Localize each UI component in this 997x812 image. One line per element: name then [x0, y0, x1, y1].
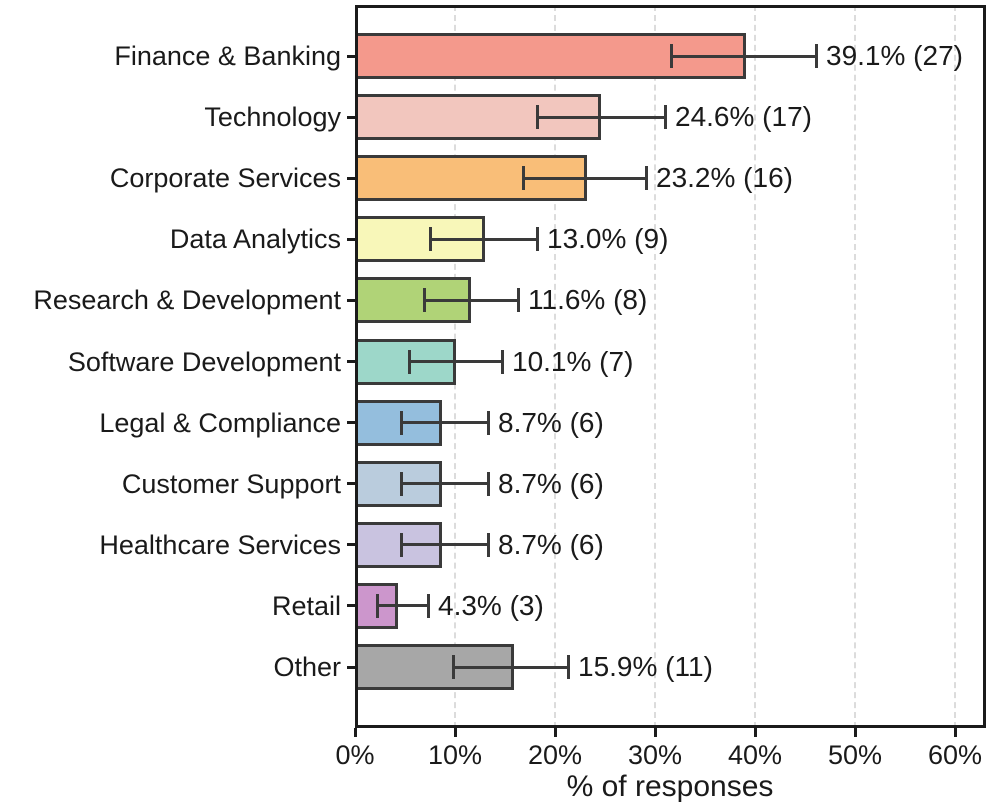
- error-cap-low: [428, 227, 432, 252]
- category-label: Customer Support: [121, 468, 341, 499]
- error-cap-high: [814, 44, 818, 68]
- x-tick-label: 0%: [335, 740, 375, 770]
- bar-value-label: 13.0% (9): [547, 223, 669, 255]
- error-bar: [424, 298, 518, 302]
- error-cap-high: [486, 410, 490, 435]
- bar-value-label: 15.9% (11): [578, 651, 713, 682]
- error-cap-high: [486, 471, 490, 496]
- x-tick-mark: [553, 728, 557, 737]
- y-tick-mark: [347, 665, 355, 669]
- gridline-20pct: [554, 5, 556, 728]
- x-tick-mark: [353, 728, 357, 737]
- y-tick-mark: [347, 115, 355, 119]
- error-cap-low: [669, 44, 673, 68]
- error-cap-low: [407, 349, 411, 374]
- x-tick-mark: [853, 728, 857, 737]
- error-bar: [430, 237, 537, 241]
- bar-value-label: 39.1% (27): [826, 40, 963, 71]
- y-tick-mark: [347, 298, 355, 302]
- x-tick-label: 50%: [827, 740, 883, 770]
- gridline-30pct: [654, 5, 656, 728]
- x-axis-title: % of responses: [566, 770, 774, 803]
- bar-value-label: 24.6% (17): [675, 101, 812, 133]
- y-tick-mark: [347, 604, 355, 608]
- y-tick-mark: [347, 421, 355, 425]
- error-bar: [453, 665, 568, 669]
- bar-value-label: 8.7% (6): [498, 406, 604, 438]
- error-cap-high: [644, 166, 648, 191]
- gridline-40pct: [754, 5, 756, 728]
- x-tick-mark: [753, 728, 757, 737]
- category-label: Software Development: [67, 346, 341, 377]
- x-tick-mark: [953, 728, 957, 737]
- error-cap-high: [663, 105, 667, 130]
- error-bar: [537, 115, 665, 119]
- bar-value-label: 4.3% (3): [438, 589, 544, 621]
- category-label: Corporate Services: [109, 163, 341, 194]
- y-tick-mark: [347, 176, 355, 180]
- category-label: Retail: [271, 590, 341, 621]
- x-tick-label: 30%: [627, 740, 683, 770]
- error-cap-low: [535, 105, 539, 130]
- y-tick-mark: [347, 237, 355, 241]
- bar-value-label: 11.6% (8): [528, 284, 648, 316]
- error-bar: [377, 604, 428, 608]
- error-bar: [671, 54, 816, 58]
- x-tick-label: 60%: [927, 740, 983, 770]
- x-tick-label: 10%: [427, 740, 483, 770]
- category-label: Technology: [204, 102, 341, 133]
- error-cap-high: [566, 655, 570, 679]
- error-cap-low: [521, 166, 525, 191]
- y-tick-mark: [347, 360, 355, 363]
- error-cap-high: [486, 532, 490, 557]
- error-cap-low: [399, 532, 403, 557]
- bar-value-label: 23.2% (16): [656, 162, 793, 194]
- category-label: Other: [273, 652, 341, 682]
- x-tick-mark: [653, 728, 657, 737]
- bar-value-label: 8.7% (6): [498, 528, 604, 560]
- error-cap-high: [516, 288, 520, 313]
- category-label: Data Analytics: [169, 224, 341, 255]
- error-bar: [401, 482, 488, 486]
- error-cap-low: [375, 593, 379, 618]
- error-cap-low: [399, 410, 403, 435]
- error-cap-high: [426, 593, 430, 618]
- gridline-60pct: [954, 5, 956, 728]
- error-cap-low: [451, 655, 455, 679]
- error-bar: [409, 360, 502, 363]
- x-tick-mark: [453, 728, 457, 737]
- gridline-50pct: [854, 5, 856, 728]
- error-cap-low: [399, 471, 403, 496]
- category-label: Research & Development: [33, 285, 341, 316]
- error-bar: [401, 421, 488, 425]
- bar-value-label: 8.7% (6): [498, 467, 604, 499]
- category-label: Healthcare Services: [99, 529, 341, 560]
- y-tick-mark: [347, 543, 355, 547]
- x-tick-label: 40%: [727, 740, 783, 770]
- category-label: Legal & Compliance: [99, 407, 341, 438]
- error-cap-high: [500, 349, 504, 374]
- bar-value-label: 10.1% (7): [512, 345, 634, 377]
- x-tick-label: 20%: [527, 740, 583, 770]
- category-label: Finance & Banking: [114, 41, 341, 71]
- error-bar: [401, 543, 488, 547]
- y-tick-mark: [347, 54, 355, 58]
- error-cap-low: [422, 288, 426, 313]
- y-tick-mark: [347, 482, 355, 486]
- error-cap-high: [535, 227, 539, 252]
- error-bar: [523, 176, 646, 180]
